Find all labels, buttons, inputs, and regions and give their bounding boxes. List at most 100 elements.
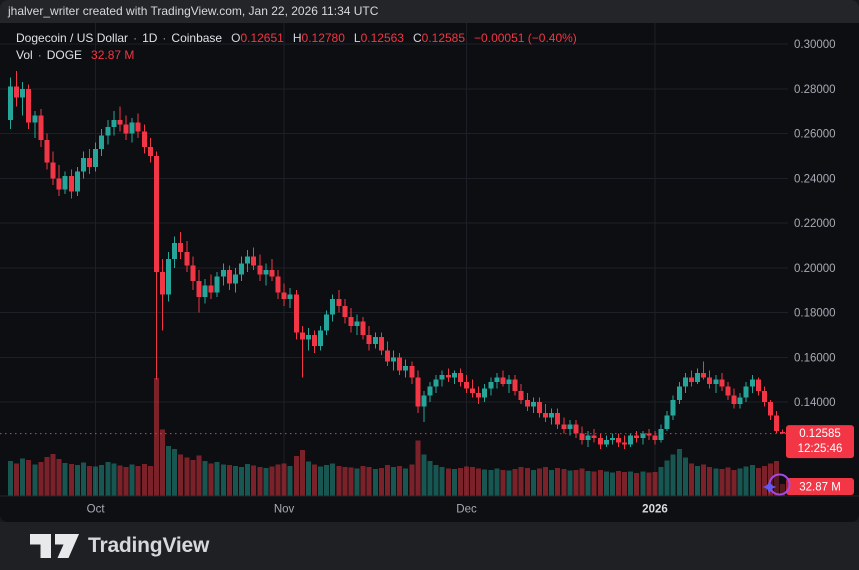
candle-body	[232, 274, 238, 284]
price-tick-label[interactable]: 0.26000	[794, 129, 836, 141]
price-tick-label[interactable]: 0.18000	[794, 308, 836, 320]
volume-bar	[561, 469, 567, 496]
candle-body	[196, 281, 202, 297]
volume-bar	[44, 456, 50, 496]
volume-bar	[251, 465, 257, 496]
candle-body	[451, 372, 457, 378]
candle-body	[488, 381, 494, 389]
candle-body	[251, 256, 257, 266]
candle-body	[543, 413, 549, 418]
candle-body	[123, 124, 129, 134]
volume-bar	[342, 466, 348, 496]
candle-body	[275, 276, 281, 293]
volume-bar	[652, 472, 658, 496]
time-tick-label[interactable]: Nov	[274, 504, 295, 516]
candle-body	[208, 285, 214, 293]
volume-bar	[409, 464, 415, 496]
low-letter: L	[353, 31, 361, 45]
volume-bar	[701, 464, 707, 496]
volume-bar	[93, 466, 99, 496]
volume-bar	[609, 472, 615, 496]
volume-bar	[184, 457, 190, 496]
candle-body	[263, 269, 269, 275]
candle-body	[239, 263, 245, 275]
candle-body	[524, 399, 530, 407]
candle-body	[780, 432, 786, 434]
candle-body	[172, 243, 178, 259]
volume-bar	[688, 463, 694, 496]
time-axis[interactable]: Oct Nov Dec 2026	[0, 495, 859, 522]
candle-body	[305, 334, 311, 340]
price-tick-label[interactable]: 0.24000	[794, 173, 836, 185]
volume-bar	[737, 468, 743, 496]
chart-region: 0.30000 0.28000 0.26000 0.24000 0.22000 0.200…	[0, 23, 859, 522]
candle-body	[749, 379, 755, 387]
volume-bar	[512, 469, 518, 496]
time-tick-label[interactable]: Dec	[456, 504, 477, 516]
price-tick-label[interactable]: 0.30000	[794, 39, 836, 51]
candle-body	[561, 424, 567, 429]
interval-label[interactable]: 1D	[142, 31, 158, 45]
candle-body	[178, 243, 184, 253]
price-tick-label[interactable]: 0.14000	[794, 397, 836, 409]
candle-body	[166, 258, 172, 295]
price-tick-label[interactable]: 0.22000	[794, 218, 836, 230]
candle-body	[628, 435, 634, 445]
volume-bar	[658, 467, 664, 496]
volume-bar	[755, 467, 761, 496]
price-tick-label[interactable]: 0.20000	[794, 263, 836, 275]
price-axis[interactable]: 0.30000 0.28000 0.26000 0.24000 0.22000 0.200…	[794, 39, 836, 409]
volume-bar	[372, 469, 378, 496]
close-value: 0.12585	[421, 31, 466, 45]
price-chart-canvas[interactable]: 0.30000 0.28000 0.26000 0.24000 0.22000 0.200…	[0, 23, 859, 522]
volume-value: 32.87 M	[91, 48, 135, 62]
volume-bar	[105, 462, 111, 496]
candle-body	[384, 350, 390, 362]
time-tick-label[interactable]: 2026	[642, 504, 668, 516]
volume-bar	[348, 467, 354, 496]
time-tick-label[interactable]: Oct	[87, 504, 106, 516]
volume-bar	[312, 464, 317, 496]
volume-bar	[245, 463, 251, 496]
candle-body	[421, 395, 427, 407]
volume-bar	[232, 466, 238, 496]
candle-body	[743, 386, 749, 398]
volume-bar	[275, 464, 281, 496]
volume-badge-value: 32.87 M	[799, 482, 841, 494]
price-tick-label[interactable]: 0.28000	[794, 84, 836, 96]
candle-body	[202, 285, 208, 297]
volume-bar	[597, 470, 603, 496]
volume-bar	[731, 470, 737, 496]
volume-study-label[interactable]: Vol	[16, 48, 33, 62]
bar-countdown: 12:25:46	[798, 443, 843, 455]
candle-body	[579, 433, 585, 441]
candle-body	[281, 292, 287, 300]
volume-bar	[549, 469, 555, 496]
candle-body	[141, 131, 147, 147]
attribution-bar: jhalver_writer created with TradingView.…	[0, 0, 859, 23]
candle-body	[603, 440, 609, 445]
volume-bar	[50, 453, 56, 496]
candle-body	[56, 178, 62, 190]
price-tick-label[interactable]: 0.16000	[794, 352, 836, 364]
volume-bar	[603, 471, 609, 496]
time-axis-strip[interactable]	[0, 496, 859, 522]
open-readout: O0.12651	[231, 30, 284, 46]
candle-body	[573, 424, 579, 434]
symbol-title[interactable]: Dogecoin / US Dollar	[16, 31, 129, 45]
candle-body	[44, 140, 50, 163]
separator-dot: ·	[133, 31, 138, 45]
candle-body	[737, 397, 743, 405]
legend-symbol-row: Dogecoin / US Dollar · 1D · Coinbase O0.…	[16, 30, 577, 46]
tradingview-logo-link[interactable]: TradingView	[30, 534, 209, 558]
volume-bar	[397, 465, 403, 496]
candle-body	[378, 337, 384, 351]
legend: Dogecoin / US Dollar · 1D · Coinbase O0.…	[16, 30, 577, 63]
volume-bar	[482, 469, 488, 496]
candle-body	[713, 379, 719, 385]
candle-body	[342, 305, 348, 317]
last-price-badge	[786, 425, 854, 459]
candle-body	[360, 321, 366, 335]
axis-badges: 0.12585 12:25:46 32.87 M	[786, 425, 854, 495]
candle-body	[403, 366, 409, 371]
